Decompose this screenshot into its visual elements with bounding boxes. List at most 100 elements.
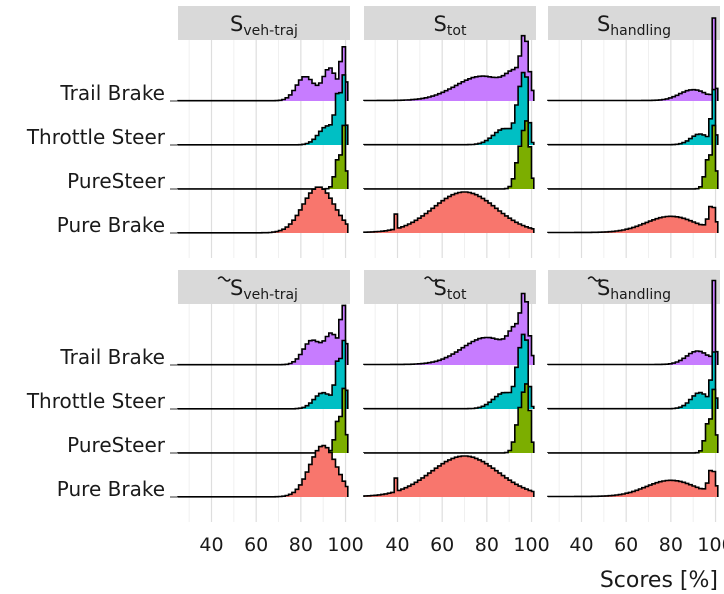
ridge-fill: [548, 280, 718, 365]
x-tick-label: 60: [430, 534, 454, 556]
facet-title: Shandling: [597, 12, 671, 39]
ridge-outline: [547, 124, 719, 190]
x-tick-label: 100: [513, 534, 549, 556]
panel: [547, 17, 719, 234]
facet-title-base: S: [230, 12, 243, 36]
facet-title-subscript: tot: [447, 287, 467, 303]
panel: [363, 292, 535, 497]
facet-strip-background: [178, 270, 350, 304]
ridge-fill: [364, 192, 534, 233]
facet-title-base: S: [434, 276, 447, 300]
x-tick-label: 60: [614, 534, 638, 556]
ridge-outline: [547, 205, 719, 234]
ridge-outline: [177, 46, 349, 102]
x-axis-title: Scores [%]: [600, 568, 718, 593]
x-tick-label: 80: [659, 534, 683, 556]
facet-strip-background: [178, 6, 350, 40]
facet-title: Sveh-traj: [230, 276, 298, 303]
ridge-outline: [363, 34, 535, 102]
ridge-outline: [177, 124, 349, 190]
ridge-outline: [177, 339, 349, 410]
facet-strip-background: [364, 6, 536, 40]
ridge-fill: [364, 293, 534, 365]
row-label: Trail Brake: [59, 345, 165, 369]
facet-title-base: S: [597, 12, 610, 36]
tilde-accent: [424, 276, 438, 282]
facet-strip: Shandling: [548, 270, 720, 304]
panel: [177, 46, 349, 234]
ridge-outline: [547, 388, 719, 454]
ridge-outline: [177, 74, 349, 146]
ridge-fill: [364, 120, 534, 189]
ridge-fill: [178, 46, 348, 101]
x-tick-label: 40: [385, 534, 409, 556]
ridge-fill: [364, 72, 534, 145]
facet-title-base: S: [597, 276, 610, 300]
facet-strip-background: [548, 6, 720, 40]
facet-title-base: S: [230, 276, 243, 300]
ridge-fill: [548, 470, 718, 497]
ridge-outline: [177, 186, 349, 234]
ridge-outline: [177, 304, 349, 366]
facet-title-subscript: veh-traj: [243, 287, 298, 303]
facet-strip: Stot: [364, 6, 536, 40]
x-tick-label: 80: [475, 534, 499, 556]
row-label: PureSteer: [67, 433, 166, 457]
facet-strip: Sveh-traj: [178, 6, 350, 40]
row-label: PureSteer: [67, 169, 166, 193]
x-tick-label: 100: [327, 534, 363, 556]
facet-title-subscript: handling: [610, 287, 671, 303]
facet-strip: Shandling: [548, 6, 720, 40]
ridge-outline: [363, 333, 535, 410]
x-tick-label: 40: [569, 534, 593, 556]
facet-title: Stot: [434, 276, 467, 303]
facet-title-subscript: veh-traj: [243, 23, 298, 39]
ridge-outline: [547, 469, 719, 498]
facet-title-subscript: handling: [610, 23, 671, 39]
tilde-accent: [587, 276, 601, 282]
ridge-fill: [364, 383, 534, 453]
facet-strip-background: [364, 270, 536, 304]
facet-title-base: S: [434, 12, 447, 36]
ridge-fill: [548, 206, 718, 233]
facet-title-subscript: tot: [447, 23, 467, 39]
ridge-fill: [178, 74, 348, 145]
x-tick-label: 60: [244, 534, 268, 556]
facet-title: Sveh-traj: [230, 12, 298, 39]
x-tick-label: 100: [697, 534, 724, 556]
ridge-outline: [547, 351, 719, 410]
facet-strip-background: [548, 270, 720, 304]
ridge-fill: [364, 456, 534, 497]
facet-title: Stot: [434, 12, 467, 39]
facet-strip: Stot: [364, 270, 536, 304]
ridge-fill: [178, 305, 348, 365]
x-tick-label: 40: [199, 534, 223, 556]
ridge-outline: [547, 17, 719, 102]
row-label: Pure Brake: [57, 213, 165, 237]
row-label: Pure Brake: [57, 477, 165, 501]
ridge-outline: [547, 88, 719, 146]
ridge-outline: [363, 292, 535, 366]
ridge-outline: [363, 455, 535, 497]
row-label: Throttle Steer: [26, 125, 166, 149]
ridge-fill: [178, 445, 348, 497]
facet-title: Shandling: [597, 276, 671, 303]
panel: [547, 279, 719, 498]
ridge-fill: [548, 352, 718, 409]
ridge-fill: [548, 18, 718, 101]
ridge-fill: [548, 89, 718, 145]
row-label: Throttle Steer: [26, 389, 166, 413]
facet-strip: Sveh-traj: [178, 270, 350, 304]
panel: [363, 34, 535, 233]
tilde-accent: [217, 276, 231, 282]
ridge-fill: [364, 35, 534, 102]
panel: [177, 304, 349, 498]
ridge-outline: [363, 71, 535, 146]
ridge-fill: [364, 334, 534, 409]
ridge-outline: [547, 279, 719, 366]
ridge-outline: [363, 120, 535, 190]
ridge-fill: [178, 340, 348, 409]
ridge-outline: [363, 383, 535, 454]
row-label: Trail Brake: [59, 81, 165, 105]
